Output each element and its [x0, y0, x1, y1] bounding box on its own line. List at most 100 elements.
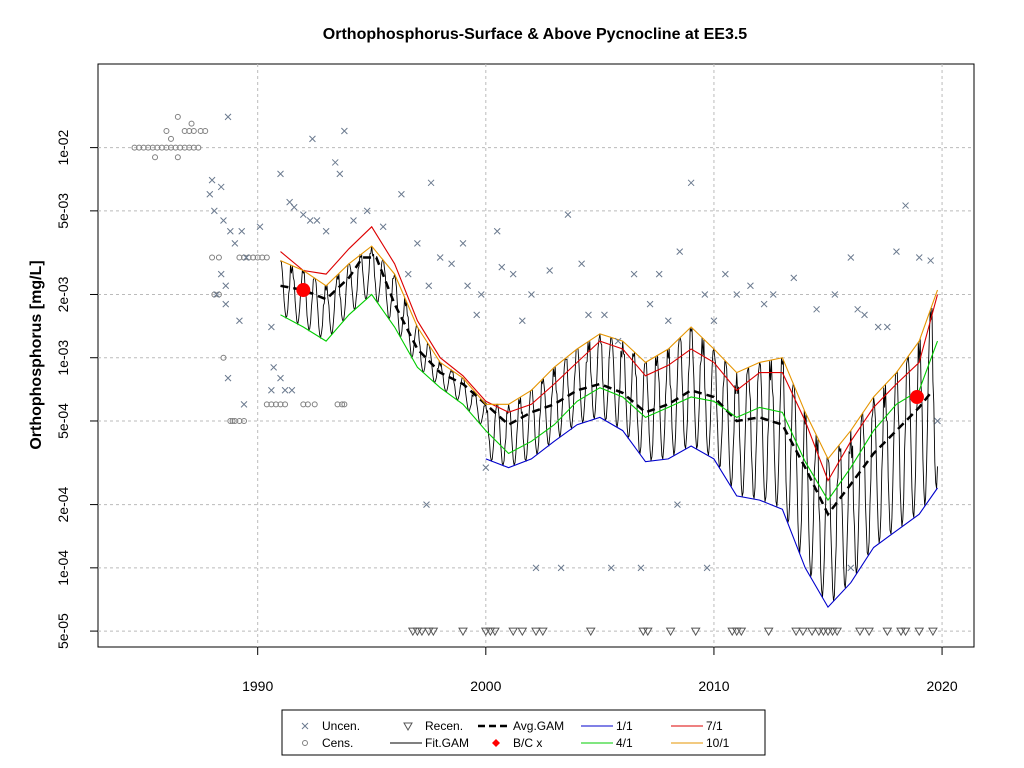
uncensored-point [309, 135, 316, 143]
recensored-point [832, 627, 842, 637]
uncensored-point [224, 374, 232, 382]
censored-point [152, 154, 159, 161]
censored-point [174, 113, 181, 120]
uncensored-point [210, 207, 218, 215]
censored-point [202, 127, 209, 134]
legend-101-label: 10/1 [706, 736, 730, 750]
uncensored-point [915, 254, 923, 261]
recensored-point [508, 627, 519, 637]
uncensored-point [601, 311, 608, 319]
legend-uncen-label: Uncen. [322, 719, 360, 733]
uncensored-point [831, 291, 839, 298]
uncensored-point [927, 257, 935, 264]
censored-point [174, 154, 181, 161]
uncensored-point [270, 363, 278, 371]
recensored-point [763, 627, 774, 637]
uncensored-point [331, 159, 339, 166]
censored-point [163, 127, 170, 134]
recensored-point [585, 627, 596, 637]
uncensored-point [676, 248, 684, 255]
legend-cens-symbol [302, 740, 308, 746]
uncensored-point [687, 179, 695, 187]
uncensored-point [290, 203, 298, 211]
legend-11-label: 1/1 [616, 719, 633, 733]
y-tick-label: 2e-04 [55, 486, 71, 522]
uncensored-point [518, 317, 526, 325]
uncensored-point [509, 270, 517, 278]
recensored-point [791, 627, 801, 637]
uncensored-point [224, 113, 232, 121]
uncensored-point [557, 564, 565, 572]
uncensored-point [423, 501, 430, 508]
uncensored-point [637, 564, 645, 572]
uncensored-point [414, 240, 421, 247]
legend-recen-symbol [403, 722, 413, 732]
uncensored-point [313, 217, 321, 224]
uncensored-point [630, 270, 638, 278]
recensored-point [882, 627, 893, 637]
uncensored-point [861, 311, 868, 319]
uncensored-point [277, 170, 284, 178]
uncensored-point [464, 282, 471, 290]
recensored-point [417, 627, 427, 637]
uncensored-point [217, 270, 225, 278]
uncensored-point [425, 282, 433, 290]
uncensored-point [379, 223, 387, 231]
censored-point [209, 254, 216, 261]
legend-box [281, 709, 766, 756]
uncensored-point [532, 564, 540, 572]
uncensored-point [222, 282, 230, 290]
series-line-avggam [280, 256, 932, 517]
series-line-71 [280, 225, 939, 482]
x-tick-label: 2010 [698, 678, 729, 694]
censored-point [229, 417, 236, 424]
y-tick-label: 1e-04 [55, 550, 71, 586]
legend-bcx-label: B/C x [513, 736, 542, 750]
censored-point [168, 135, 174, 142]
uncensored-point [498, 263, 506, 271]
uncensored-point [217, 183, 225, 191]
chart-title: Orthophosphorus-Surface & Above Pycnocli… [323, 26, 747, 43]
uncensored-point [281, 386, 289, 394]
uncensored-point [222, 300, 230, 308]
recensored-point [864, 627, 874, 637]
legend-avggam-label: Avg.GAM [513, 719, 564, 733]
uncensored-point [528, 291, 535, 298]
censored-point [304, 401, 311, 408]
uncensored-point [710, 317, 718, 325]
recensored-point [490, 627, 500, 637]
uncensored-point [322, 227, 330, 235]
uncensored-point [256, 223, 264, 231]
censored-point [311, 401, 318, 408]
recensored-point [428, 627, 439, 637]
recensored-point [458, 627, 468, 637]
uncensored-point [436, 254, 444, 261]
uncensored-point [363, 207, 371, 215]
legend-bcx-symbol [492, 739, 500, 747]
uncensored-point [760, 300, 768, 308]
uncensored-point [655, 270, 663, 278]
legend-71-label: 7/1 [706, 719, 723, 733]
uncensored-point [546, 267, 554, 274]
y-tick-label: 5e-04 [55, 403, 71, 439]
y-tick-label: 5e-05 [55, 613, 71, 649]
uncensored-point [585, 311, 592, 319]
y-axis-title: Orthophosphorus [mg/L] [28, 260, 45, 449]
uncensored-point [268, 323, 275, 331]
uncensored-point [231, 240, 239, 247]
recensored-point [531, 627, 541, 637]
uncensored-point [847, 254, 855, 261]
censored-point [263, 254, 270, 261]
plot-frame [97, 63, 975, 648]
recensored-point [928, 627, 938, 637]
uncensored-point [847, 564, 855, 572]
uncensored-point [874, 323, 882, 331]
uncensored-point [893, 248, 900, 255]
plot-area: 1990 2000 2010 2020 5e-05 1e-04 2e-04 5e-04 1e-0… [55, 63, 975, 694]
uncensored-point [236, 317, 243, 325]
uncensored-point [733, 291, 741, 298]
uncensored-point [268, 386, 275, 394]
uncensored-point [482, 464, 490, 471]
uncensored-point [208, 176, 216, 184]
series-line-41 [280, 293, 939, 502]
